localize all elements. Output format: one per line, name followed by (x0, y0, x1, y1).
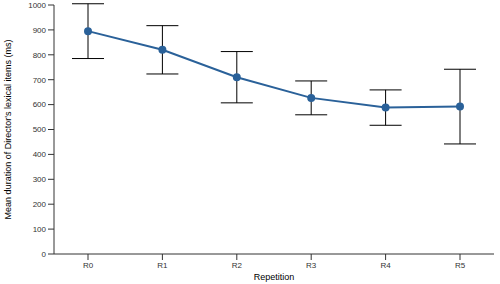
svg-text:300: 300 (33, 175, 47, 184)
svg-text:R0: R0 (83, 261, 94, 270)
svg-text:0: 0 (42, 250, 47, 259)
svg-text:R5: R5 (455, 261, 466, 270)
svg-text:R3: R3 (306, 261, 317, 270)
svg-text:R2: R2 (232, 261, 243, 270)
svg-text:900: 900 (33, 26, 47, 35)
svg-text:R4: R4 (380, 261, 391, 270)
svg-text:Repetition: Repetition (254, 272, 295, 282)
svg-text:Mean duration of Director's le: Mean duration of Director's lexical item… (8, 40, 13, 220)
svg-text:100: 100 (33, 225, 47, 234)
svg-text:700: 700 (33, 76, 47, 85)
svg-text:R1: R1 (157, 261, 168, 270)
svg-text:500: 500 (33, 125, 47, 134)
svg-text:1000: 1000 (28, 1, 46, 10)
svg-text:800: 800 (33, 51, 47, 60)
svg-text:600: 600 (33, 100, 47, 109)
svg-text:200: 200 (33, 200, 47, 209)
svg-text:400: 400 (33, 150, 47, 159)
